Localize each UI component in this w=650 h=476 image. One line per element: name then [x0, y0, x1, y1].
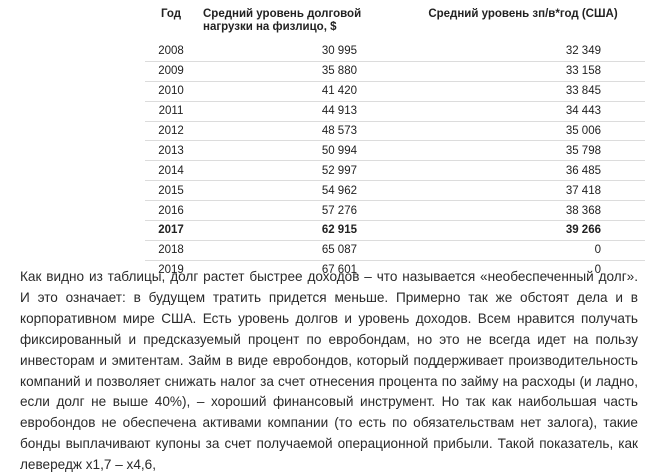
cell-debt: 50 994 [197, 140, 401, 161]
cell-debt: 30 995 [321, 45, 357, 58]
cell-wage: 33 158 [401, 60, 645, 82]
table-header-row: Год Средний уровень долговой нагрузки на… [145, 8, 645, 42]
cell-debt: 35 880 [197, 60, 401, 82]
table-row: 2013 50 994 35 798 [145, 140, 645, 161]
cell-year: 2008 [158, 45, 184, 58]
cell-wage: 39 266 [401, 220, 645, 241]
table-row: 2011 44 913 34 443 [145, 100, 645, 122]
cell-year: 2019 [145, 259, 197, 280]
cell-wage: 35 006 [401, 120, 645, 141]
cell-year: 2009 [145, 60, 197, 82]
table-row: 2009 35 880 33 158 [145, 60, 645, 82]
cell-year: 2018 [145, 239, 197, 261]
cell-debt: 48 573 [197, 120, 401, 141]
table-row: 2008 30 995 32 349 [145, 42, 645, 61]
cell-wage: 0 [401, 239, 645, 261]
cell-wage: 33 845 [401, 80, 645, 102]
cell-debt: 67 601 [197, 259, 401, 280]
table-row: 2010 41 420 33 845 [145, 80, 645, 102]
cell-wage: 36 485 [401, 160, 645, 181]
cell-year: 2011 [145, 100, 197, 122]
cell-debt: 41 420 [197, 80, 401, 102]
cell-debt: 62 915 [197, 220, 401, 241]
debt-wage-table: Год Средний уровень долговой нагрузки на… [145, 8, 645, 280]
cell-year: 2016 [145, 200, 197, 221]
table-row: 2019 67 601 0 [145, 259, 645, 280]
cell-debt: 65 087 [197, 239, 401, 261]
cell-year: 2015 [145, 180, 197, 201]
table-row-highlighted: 2017 62 915 39 266 [145, 220, 645, 241]
cell-year: 2012 [145, 120, 197, 141]
table-row: 2014 52 997 36 485 [145, 160, 645, 181]
header-wage: Средний уровень зп/в*год (США) [428, 8, 618, 20]
cell-debt: 57 276 [197, 200, 401, 221]
cell-wage: 35 798 [401, 140, 645, 161]
table-row: 2015 54 962 37 418 [145, 180, 645, 201]
cell-year: 2017 [145, 220, 197, 241]
cell-debt: 54 962 [197, 180, 401, 201]
cell-wage: 34 443 [401, 100, 645, 122]
cell-year: 2013 [145, 140, 197, 161]
table-row: 2012 48 573 35 006 [145, 120, 645, 141]
cell-debt: 44 913 [197, 100, 401, 122]
cell-wage: 32 349 [565, 45, 601, 58]
cell-wage: 0 [401, 259, 645, 280]
cell-debt: 52 997 [197, 160, 401, 181]
cell-wage: 37 418 [401, 180, 645, 201]
cell-year: 2014 [145, 160, 197, 181]
header-debt: Средний уровень долговой нагрузки на физ… [203, 8, 362, 33]
table-row: 2018 65 087 0 [145, 239, 645, 261]
body-paragraph: Как видно из таблицы, долг растет быстре… [20, 269, 638, 473]
table-row: 2016 57 276 38 368 [145, 200, 645, 221]
header-year: Год [160, 8, 182, 20]
cell-year: 2010 [145, 80, 197, 102]
cell-wage: 38 368 [401, 200, 645, 221]
